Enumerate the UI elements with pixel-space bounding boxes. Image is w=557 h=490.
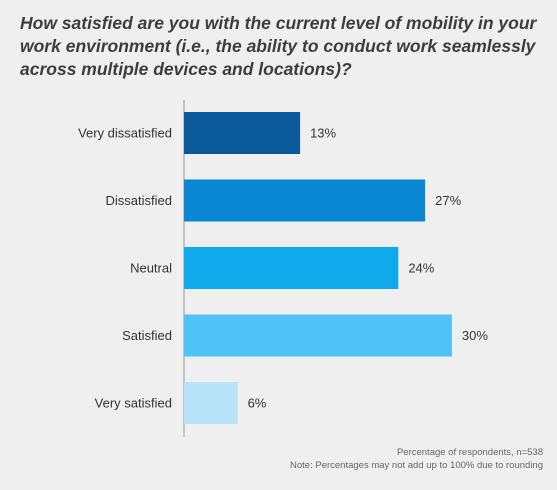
bars-group: Very dissatisfied 13% Dissatisfied 27% Neutr… xyxy=(78,112,488,424)
footnote-rounding-note: Note: Percentages may not add up to 100%… xyxy=(290,460,543,471)
value-label-very-satisfied: 6% xyxy=(248,396,267,411)
category-label-very-satisfied: Very satisfied xyxy=(95,396,172,411)
value-label-satisfied: 30% xyxy=(462,328,488,343)
category-label-neutral: Neutral xyxy=(130,261,172,276)
value-label-neutral: 24% xyxy=(408,261,434,276)
category-label-very-dissatisfied: Very dissatisfied xyxy=(78,126,172,141)
bar-very-dissatisfied xyxy=(184,112,301,154)
chart-title: How satisfied are you with the current l… xyxy=(20,13,537,79)
category-label-satisfied: Satisfied xyxy=(122,328,172,343)
bar-satisfied xyxy=(184,314,452,357)
value-label-dissatisfied: 27% xyxy=(435,193,461,208)
bar-very-satisfied xyxy=(184,382,238,424)
bar-dissatisfied xyxy=(184,179,426,222)
bar-neutral xyxy=(184,247,399,289)
footnote-sample-size: Percentage of respondents, n=538 xyxy=(396,447,543,458)
category-label-dissatisfied: Dissatisfied xyxy=(106,193,172,208)
value-label-very-dissatisfied: 13% xyxy=(310,126,336,141)
